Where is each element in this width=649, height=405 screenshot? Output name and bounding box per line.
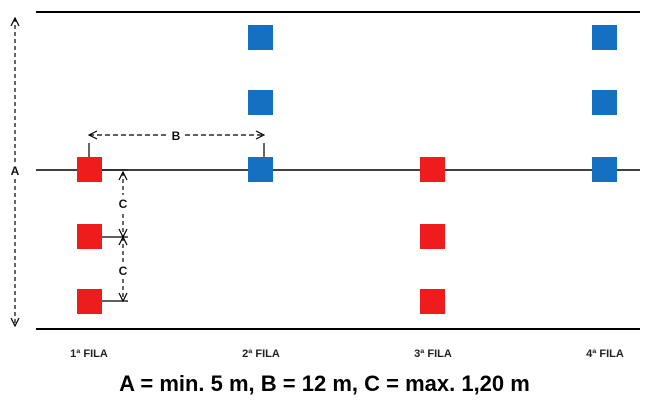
dimension-a-label: A	[11, 164, 20, 178]
dimensions-caption: A = min. 5 m, B = 12 m, C = max. 1,20 m	[119, 371, 530, 396]
plant-row3-1	[420, 157, 445, 182]
dimension-a-label-bg	[8, 162, 22, 178]
plant-row1-1	[77, 157, 102, 182]
plant-row3-3	[420, 289, 445, 314]
dimension-c-label-bg-upper	[116, 195, 130, 211]
plant-row2-3	[248, 157, 273, 182]
dimension-b-label-bg	[168, 127, 184, 143]
plant-row4-1	[592, 25, 617, 50]
plant-row1-2	[77, 224, 102, 249]
plant-row2-2	[248, 90, 273, 115]
row-label-2: 2ª FILA	[242, 348, 280, 360]
plant-row2-1	[248, 25, 273, 50]
dimension-b-label: B	[172, 129, 181, 143]
row-label-4: 4ª FILA	[586, 348, 624, 360]
row-label-3: 3ª FILA	[414, 348, 452, 360]
plant-row1-3	[77, 289, 102, 314]
plant-row4-3	[592, 157, 617, 182]
plant-row3-2	[420, 224, 445, 249]
dimension-c-label-lower: C	[119, 264, 128, 278]
dimension-c-label-upper: C	[119, 197, 128, 211]
dimension-c-label-bg-lower	[116, 262, 130, 278]
plant-row4-2	[592, 90, 617, 115]
row-label-1: 1ª FILA	[70, 348, 108, 360]
